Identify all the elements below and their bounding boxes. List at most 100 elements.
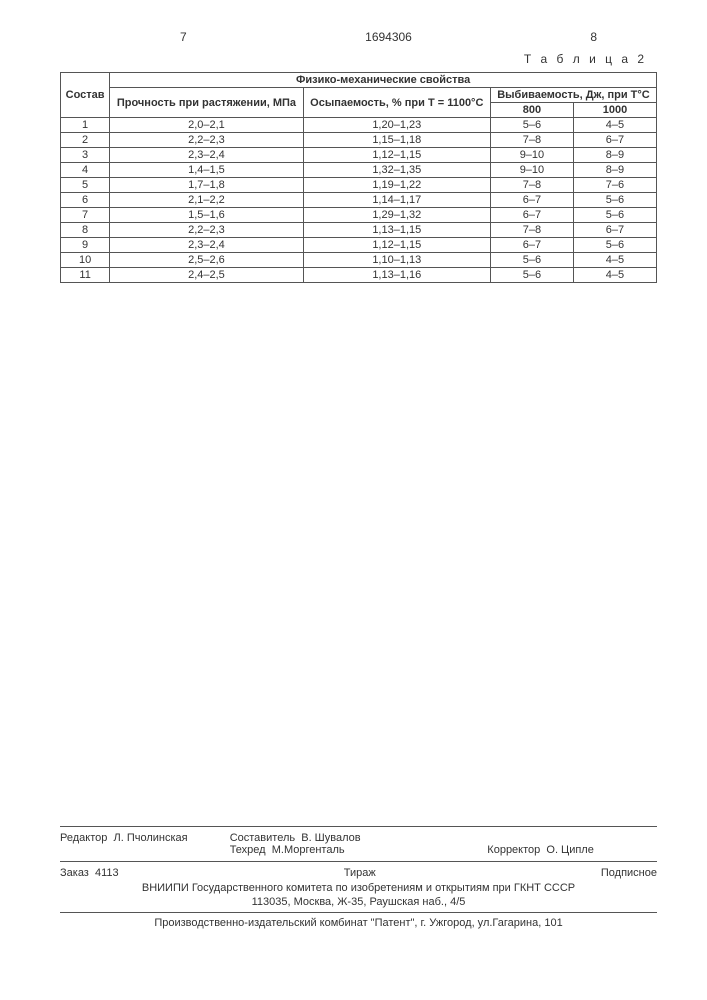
table-row: 41,4–1,51,32–1,359–108–9 <box>61 163 657 178</box>
compiler-label: Составитель <box>230 832 295 844</box>
cell: 7 <box>61 208 110 223</box>
production-line: Производственно-издательский комбинат "П… <box>60 916 657 930</box>
cell: 1,32–1,35 <box>303 163 490 178</box>
col-crumble: Осыпаемость, % при T = 1100°C <box>303 88 490 118</box>
corrector-label: Корректор <box>487 844 540 856</box>
cell: 5–6 <box>573 208 656 223</box>
cell: 2,3–2,4 <box>110 238 303 253</box>
cell: 10 <box>61 253 110 268</box>
cell: 5–6 <box>573 238 656 253</box>
order-label: Заказ <box>60 867 89 879</box>
cell: 2,1–2,2 <box>110 193 303 208</box>
cell: 5 <box>61 178 110 193</box>
cell: 9 <box>61 238 110 253</box>
cell: 3 <box>61 148 110 163</box>
cell: 6–7 <box>573 133 656 148</box>
cell: 1,13–1,15 <box>303 223 490 238</box>
col-knockout: Выбиваемость, Дж, при T°C <box>490 88 656 103</box>
cell: 1,14–1,17 <box>303 193 490 208</box>
techred-label: Техред <box>230 844 266 856</box>
cell: 2 <box>61 133 110 148</box>
cell: 2,4–2,5 <box>110 268 303 283</box>
cell: 1,12–1,15 <box>303 148 490 163</box>
table-row: 112,4–2,51,13–1,165–64–5 <box>61 268 657 283</box>
col-composition: Состав <box>61 73 110 118</box>
cell: 6–7 <box>490 238 573 253</box>
cell: 7–8 <box>490 133 573 148</box>
org-line: ВНИИПИ Государственного комитета по изоб… <box>60 881 657 895</box>
col-strength: Прочность при растяжении, МПа <box>110 88 303 118</box>
cell: 6–7 <box>573 223 656 238</box>
cell: 4–5 <box>573 253 656 268</box>
cell: 6–7 <box>490 193 573 208</box>
cell: 5–6 <box>490 253 573 268</box>
cell: 1,7–1,8 <box>110 178 303 193</box>
table-row: 51,7–1,81,19–1,227–87–6 <box>61 178 657 193</box>
address-line: 113035, Москва, Ж-35, Раушская наб., 4/5 <box>60 895 657 909</box>
editor-label: Редактор <box>60 832 107 844</box>
techred-name: М.Моргенталь <box>272 844 345 856</box>
cell: 8 <box>61 223 110 238</box>
cell: 2,0–2,1 <box>110 118 303 133</box>
table-row: 71,5–1,61,29–1,326–75–6 <box>61 208 657 223</box>
cell: 1,19–1,22 <box>303 178 490 193</box>
cell: 1,29–1,32 <box>303 208 490 223</box>
cell: 11 <box>61 268 110 283</box>
footer: Редактор Л. Пчолинская Составитель В. Шу… <box>60 823 657 930</box>
editor-name: Л. Пчолинская <box>113 832 187 844</box>
cell: 4–5 <box>573 118 656 133</box>
cell: 4 <box>61 163 110 178</box>
table-row: 92,3–2,41,12–1,156–75–6 <box>61 238 657 253</box>
cell: 1,13–1,16 <box>303 268 490 283</box>
table-row: 102,5–2,61,10–1,135–64–5 <box>61 253 657 268</box>
tirazh-label: Тираж <box>344 867 376 879</box>
cell: 7–8 <box>490 178 573 193</box>
cell: 5–6 <box>490 118 573 133</box>
table-row: 82,2–2,31,13–1,157–86–7 <box>61 223 657 238</box>
cell: 7–8 <box>490 223 573 238</box>
page-num-left: 7 <box>180 30 187 44</box>
table-caption: Т а б л и ц а 2 <box>60 52 647 66</box>
col-1000: 1000 <box>573 103 656 118</box>
document-number: 1694306 <box>365 30 412 44</box>
cell: 1 <box>61 118 110 133</box>
cell: 1,5–1,6 <box>110 208 303 223</box>
corrector-line: Корректор О. Ципле <box>467 832 657 856</box>
cell: 6–7 <box>490 208 573 223</box>
cell: 4–5 <box>573 268 656 283</box>
table-row: 12,0–2,11,20–1,235–64–5 <box>61 118 657 133</box>
col-group-physmech: Физико-механические свойства <box>110 73 657 88</box>
cell: 2,5–2,6 <box>110 253 303 268</box>
cell: 1,10–1,13 <box>303 253 490 268</box>
table-row: 32,3–2,41,12–1,159–108–9 <box>61 148 657 163</box>
cell: 6 <box>61 193 110 208</box>
cell: 8–9 <box>573 148 656 163</box>
page-num-right: 8 <box>590 30 597 44</box>
order-line: Заказ 4113 Тираж Подписное <box>60 865 657 881</box>
cell: 5–6 <box>573 193 656 208</box>
cell: 2,3–2,4 <box>110 148 303 163</box>
cell: 1,12–1,15 <box>303 238 490 253</box>
cell: 1,20–1,23 <box>303 118 490 133</box>
table-row: 22,2–2,31,15–1,187–86–7 <box>61 133 657 148</box>
page-header: 7 1694306 8 <box>180 30 597 44</box>
col-800: 800 <box>490 103 573 118</box>
cell: 9–10 <box>490 163 573 178</box>
techred-line: Техред М.Моргенталь <box>230 844 468 856</box>
cell: 8–9 <box>573 163 656 178</box>
subscription-label: Подписное <box>601 867 657 879</box>
corrector-name: О. Ципле <box>546 844 593 856</box>
cell: 5–6 <box>490 268 573 283</box>
cell: 9–10 <box>490 148 573 163</box>
cell: 7–6 <box>573 178 656 193</box>
cell: 2,2–2,3 <box>110 133 303 148</box>
cell: 1,15–1,18 <box>303 133 490 148</box>
editor-line: Редактор Л. Пчолинская <box>60 832 230 856</box>
order-number: 4113 <box>95 867 119 879</box>
table-row: 62,1–2,21,14–1,176–75–6 <box>61 193 657 208</box>
properties-table: Состав Физико-механические свойства Проч… <box>60 72 657 283</box>
cell: 1,4–1,5 <box>110 163 303 178</box>
compiler-line: Составитель В. Шувалов <box>230 832 468 844</box>
compiler-name: В. Шувалов <box>301 832 360 844</box>
cell: 2,2–2,3 <box>110 223 303 238</box>
